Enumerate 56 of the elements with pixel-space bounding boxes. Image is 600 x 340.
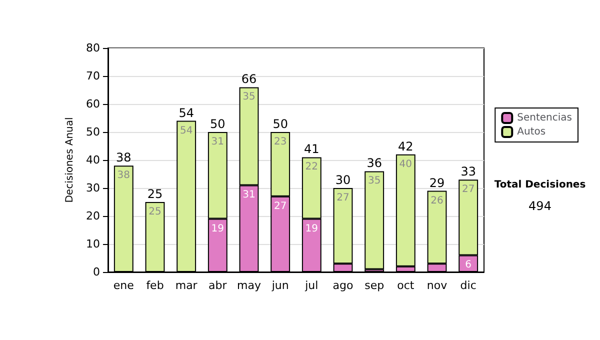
x-tick-label: feb <box>146 279 164 292</box>
bar <box>364 171 384 270</box>
data-label: 31 <box>242 190 256 201</box>
data-label: 35 <box>368 176 381 187</box>
legend-label: Autos <box>517 126 546 138</box>
legend-label: Sentencias <box>517 112 572 124</box>
total-label: 50 <box>272 117 288 131</box>
x-tick-label: nov <box>426 279 448 292</box>
total-label: 42 <box>398 139 414 154</box>
total-label: 33 <box>460 164 476 179</box>
data-label: 35 <box>242 92 256 103</box>
x-tick-label: jun <box>270 279 289 292</box>
total-label: 66 <box>241 72 257 86</box>
data-label: 31 <box>211 136 224 148</box>
text: 494 <box>528 199 552 213</box>
x-tick-label: sep <box>364 279 384 292</box>
x-tick-label: jul <box>304 279 318 292</box>
total-label: 41 <box>304 142 320 156</box>
data-label: 23 <box>274 136 287 148</box>
data-label: 26 <box>430 195 444 206</box>
total-label: 50 <box>210 117 226 131</box>
y-tick-label: 30 <box>86 182 100 194</box>
total-label: 29 <box>429 176 445 190</box>
data-label: 25 <box>148 206 162 218</box>
y-tick-label: 10 <box>86 238 100 250</box>
y-tick-label: 0 <box>93 266 100 278</box>
data-label: 40 <box>399 158 412 170</box>
data-label: 19 <box>211 223 224 234</box>
y-axis-title: Decisiones Anual <box>64 117 76 203</box>
data-label: 22 <box>305 162 318 173</box>
x-tick-label: oct <box>397 279 415 292</box>
data-label: 6 <box>465 260 472 271</box>
x-tick-label: may <box>237 279 262 292</box>
total-label: 25 <box>147 187 163 201</box>
text: Total Decisiones <box>494 180 586 190</box>
x-tick-label: ene <box>113 279 134 292</box>
data-label: 19 <box>305 223 318 234</box>
data-label: 27 <box>462 184 475 196</box>
data-label: 27 <box>336 192 350 204</box>
total-label: 54 <box>178 106 194 120</box>
x-tick-label: ago <box>332 279 354 292</box>
y-tick-label: 50 <box>86 126 100 138</box>
total-label: 36 <box>366 156 382 170</box>
y-tick-label: 60 <box>86 98 100 110</box>
total-label: 30 <box>335 173 351 187</box>
x-tick-label: dic <box>460 279 476 292</box>
data-label: 27 <box>274 200 287 212</box>
y-tick-label: 70 <box>86 70 100 82</box>
total-label: 38 <box>116 150 132 165</box>
x-tick-label: abr <box>208 279 228 292</box>
y-tick-label: 20 <box>86 210 100 222</box>
y-tick-label: 40 <box>86 154 100 166</box>
data-label: 38 <box>117 170 130 182</box>
y-tick-label: 80 <box>86 42 100 54</box>
data-label: 54 <box>180 125 193 136</box>
x-tick-label: mar <box>175 279 198 292</box>
